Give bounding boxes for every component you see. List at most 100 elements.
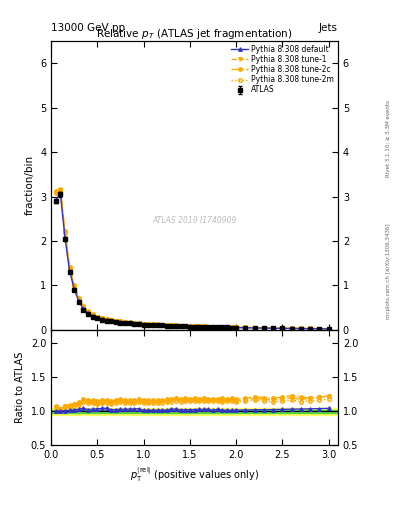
Pythia 8.308 default: [308, 326, 312, 332]
Pythia 8.308 tune-1: [155, 322, 160, 328]
Pythia 8.308 tune-1: [234, 324, 239, 330]
Pythia 8.308 tune-1: [169, 322, 174, 328]
Pythia 8.308 tune-2m: [206, 324, 211, 330]
Pythia 8.308 default: [164, 323, 169, 329]
Pythia 8.308 default: [169, 323, 174, 329]
Pythia 8.308 tune-2c: [224, 324, 229, 330]
Pythia 8.308 tune-2c: [155, 322, 160, 328]
Pythia 8.308 tune-2m: [160, 322, 165, 328]
Pythia 8.308 tune-2m: [202, 324, 206, 330]
Pythia 8.308 tune-1: [174, 323, 178, 329]
Pythia 8.308 tune-2c: [289, 325, 294, 331]
Pythia 8.308 tune-2m: [95, 314, 100, 320]
Pythia 8.308 tune-2c: [81, 303, 86, 309]
Pythia 8.308 tune-2c: [308, 326, 312, 332]
Pythia 8.308 tune-1: [243, 325, 248, 331]
Pythia 8.308 tune-2m: [67, 265, 72, 271]
Pythia 8.308 default: [224, 325, 229, 331]
Pythia 8.308 tune-2c: [58, 186, 63, 192]
Pythia 8.308 tune-2m: [174, 323, 178, 329]
Pythia 8.308 tune-2m: [109, 317, 114, 323]
Pythia 8.308 tune-2c: [62, 228, 67, 234]
Pythia 8.308 default: [229, 325, 234, 331]
Pythia 8.308 tune-2m: [252, 325, 257, 331]
Pythia 8.308 default: [90, 313, 95, 319]
Pythia 8.308 default: [77, 298, 81, 305]
Pythia 8.308 tune-1: [192, 323, 197, 329]
Pythia 8.308 tune-2m: [58, 188, 63, 194]
Text: Rivet 3.1.10; ≥ 3.3M events: Rivet 3.1.10; ≥ 3.3M events: [386, 100, 391, 177]
Pythia 8.308 tune-2m: [132, 320, 137, 326]
Pythia 8.308 tune-2m: [299, 326, 303, 332]
Pythia 8.308 tune-2m: [114, 318, 118, 324]
Pythia 8.308 default: [202, 324, 206, 330]
Pythia 8.308 tune-2c: [72, 282, 77, 288]
Pythia 8.308 tune-1: [183, 323, 187, 329]
Pythia 8.308 default: [141, 322, 146, 328]
Pythia 8.308 default: [67, 268, 72, 274]
Pythia 8.308 tune-2m: [183, 323, 187, 329]
Pythia 8.308 tune-2m: [229, 324, 234, 330]
Pythia 8.308 tune-1: [81, 304, 86, 310]
Pythia 8.308 tune-2c: [67, 264, 72, 270]
Text: Jets: Jets: [319, 23, 338, 33]
Pythia 8.308 tune-2m: [104, 316, 109, 323]
Pythia 8.308 tune-1: [104, 316, 109, 322]
Pythia 8.308 default: [220, 324, 225, 330]
Pythia 8.308 tune-1: [62, 229, 67, 235]
Bar: [51, 408, 338, 415]
Pythia 8.308 tune-1: [127, 319, 132, 326]
Text: mcplots.cern.ch [arXiv:1306.3436]: mcplots.cern.ch [arXiv:1306.3436]: [386, 224, 391, 319]
Pythia 8.308 default: [151, 322, 155, 328]
Pythia 8.308 default: [58, 190, 63, 197]
Pythia 8.308 tune-1: [326, 326, 331, 332]
Pythia 8.308 tune-2m: [262, 325, 266, 331]
Pythia 8.308 default: [187, 324, 192, 330]
Pythia 8.308 tune-2m: [220, 324, 225, 330]
Pythia 8.308 default: [197, 324, 202, 330]
Pythia 8.308 tune-2c: [86, 308, 90, 314]
Pythia 8.308 tune-2c: [160, 322, 165, 328]
Pythia 8.308 default: [252, 325, 257, 331]
Pythia 8.308 tune-2m: [243, 325, 248, 331]
X-axis label: $p_{\mathrm{T}}^{\mathrm{|rel|}}$ (positive values only): $p_{\mathrm{T}}^{\mathrm{|rel|}}$ (posit…: [130, 466, 259, 484]
Pythia 8.308 tune-2c: [77, 295, 81, 302]
Pythia 8.308 default: [299, 326, 303, 332]
Pythia 8.308 tune-1: [215, 324, 220, 330]
Pythia 8.308 tune-2c: [146, 321, 151, 327]
Pythia 8.308 tune-2m: [192, 323, 197, 329]
Pythia 8.308 tune-2m: [86, 309, 90, 315]
Pythia 8.308 tune-1: [160, 322, 165, 328]
Pythia 8.308 tune-1: [197, 323, 202, 329]
Pythia 8.308 default: [137, 321, 141, 327]
Pythia 8.308 default: [132, 321, 137, 327]
Pythia 8.308 tune-2c: [215, 324, 220, 330]
Pythia 8.308 default: [62, 235, 67, 241]
Pythia 8.308 tune-1: [72, 283, 77, 289]
Pythia 8.308 tune-1: [109, 317, 114, 323]
Pythia 8.308 tune-1: [86, 309, 90, 315]
Pythia 8.308 tune-2m: [127, 319, 132, 326]
Pythia 8.308 tune-2c: [220, 324, 225, 330]
Pythia 8.308 tune-2m: [271, 325, 275, 331]
Pythia 8.308 default: [95, 315, 100, 321]
Pythia 8.308 tune-1: [252, 325, 257, 331]
Pythia 8.308 default: [72, 286, 77, 292]
Pythia 8.308 tune-1: [67, 265, 72, 271]
Pythia 8.308 tune-1: [271, 325, 275, 331]
Pythia 8.308 default: [289, 326, 294, 332]
Title: Relative $p_T$ (ATLAS jet fragmentation): Relative $p_T$ (ATLAS jet fragmentation): [96, 27, 293, 41]
Pythia 8.308 tune-2c: [174, 322, 178, 328]
Text: ATLAS 2019 I1740909: ATLAS 2019 I1740909: [152, 216, 237, 225]
Pythia 8.308 tune-2c: [137, 320, 141, 326]
Pythia 8.308 tune-1: [308, 326, 312, 332]
Pythia 8.308 tune-2c: [252, 325, 257, 331]
Pythia 8.308 default: [243, 325, 248, 331]
Pythia 8.308 tune-2m: [215, 324, 220, 330]
Pythia 8.308 default: [178, 323, 183, 329]
Pythia 8.308 tune-2m: [77, 296, 81, 303]
Pythia 8.308 tune-2m: [169, 322, 174, 328]
Pythia 8.308 default: [146, 322, 151, 328]
Pythia 8.308 tune-2c: [104, 316, 109, 322]
Pythia 8.308 tune-2m: [197, 323, 202, 329]
